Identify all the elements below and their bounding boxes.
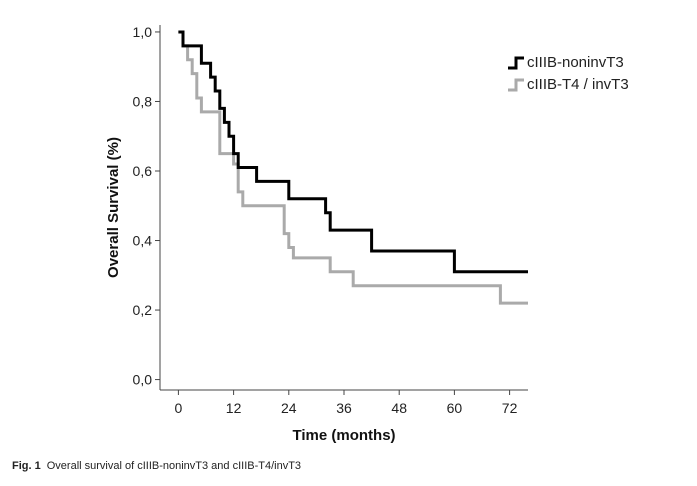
x-axis-title: Time (months) [292, 427, 395, 444]
y-tick-label: 0,0 [133, 372, 153, 388]
y-tick-label: 1,0 [133, 24, 153, 40]
y-tick-label: 0,8 [133, 93, 153, 109]
y-ticks: 0,0 0,2 0,4 0,6 0,8 1,0 [133, 24, 160, 388]
y-tick-label: 0,6 [133, 163, 153, 179]
x-tick-label: 72 [502, 400, 518, 416]
legend-swatch [508, 56, 524, 70]
series-line-ciiib-noninvt3 [178, 30, 528, 274]
x-tick-label: 24 [281, 400, 297, 416]
x-tick-label: 0 [175, 400, 183, 416]
plot-area: 0,0 0,2 0,4 0,6 0,8 1,0 0 12 24 36 48 60 72 [133, 24, 528, 416]
legend-label: cIIIB-noninvT3 [527, 54, 624, 71]
series-lines [178, 30, 528, 305]
x-tick-label: 60 [447, 400, 463, 416]
figure-caption-text: Overall survival of cIIIB-noninvT3 and c… [46, 460, 302, 472]
figure-caption-label: Fig. 1 [12, 460, 41, 472]
figure-caption: Fig. 1 Overall survival of cIIIB-noninvT3… [12, 460, 301, 472]
survival-chart: 0,0 0,2 0,4 0,6 0,8 1,0 0 12 24 36 48 60 72 Time (m… [105, 24, 629, 444]
legend-swatch [508, 78, 524, 92]
x-tick-label: 36 [336, 400, 352, 416]
x-tick-label: 12 [226, 400, 242, 416]
legend-label: cIIIB-T4 / invT3 [527, 76, 629, 93]
x-tick-label: 48 [391, 400, 407, 416]
y-tick-label: 0,2 [133, 302, 153, 318]
x-ticks: 0 12 24 36 48 60 72 [175, 390, 518, 416]
series-line-ciiib-t4-invt3 [178, 30, 528, 305]
y-tick-label: 0,4 [133, 233, 153, 249]
y-axis-title: Overall Survival (%) [105, 137, 122, 278]
legend: cIIIB-noninvT3 cIIIB-T4 / invT3 [508, 54, 629, 93]
